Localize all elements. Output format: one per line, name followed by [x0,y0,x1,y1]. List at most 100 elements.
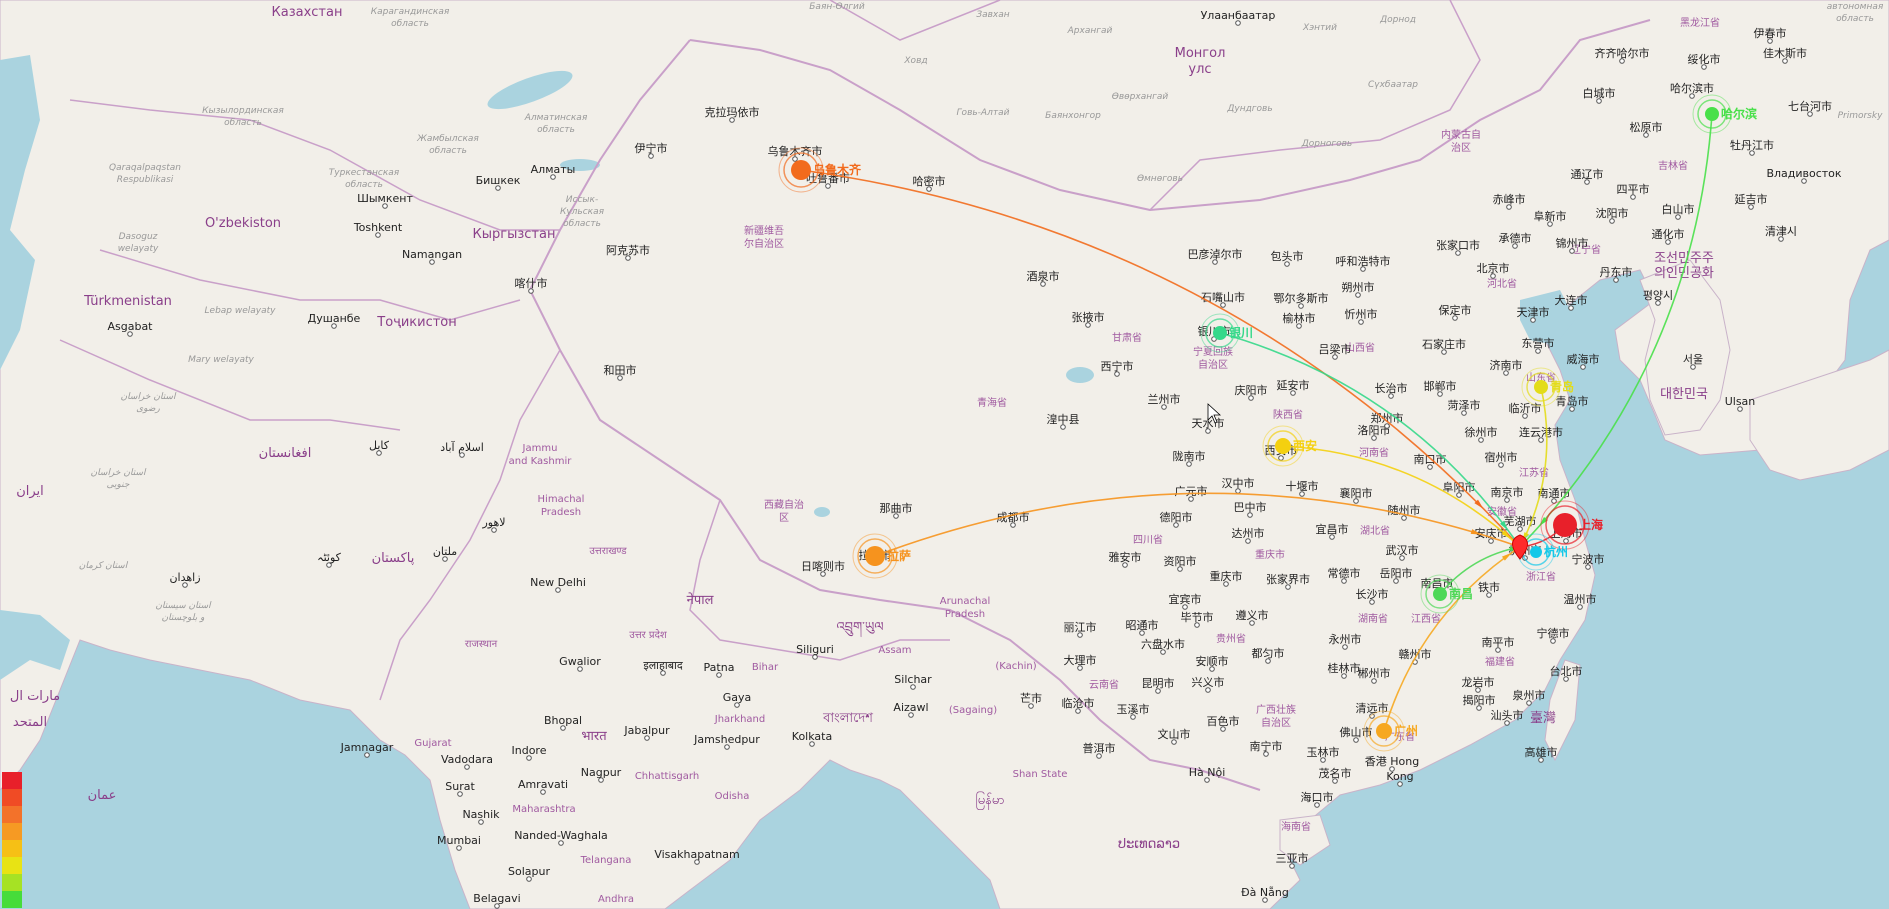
marker-shanghai[interactable]: 上海 [1540,500,1603,550]
city-label: Silchar [894,673,932,686]
city-dot [1782,58,1788,64]
subregion-label: Архангай [1067,26,1113,36]
city-dot [1077,632,1083,638]
city-dot [1155,688,1161,694]
city-label: Đà Nẵng [1241,886,1289,899]
region-label: 甘肃省 [1112,331,1142,344]
marker-dot [1275,438,1291,454]
city-label: 承德市 [1499,231,1532,245]
city-label: 清远市 [1356,701,1389,715]
subregion-label: Жамбылская [416,134,479,144]
route-line [1282,445,1521,548]
city-dot [376,450,382,456]
marker-lhasa[interactable]: 拉萨 [852,533,911,579]
city-label: Asgabat [107,320,153,333]
city-dot [1517,526,1523,532]
city-label: ملتان [433,545,457,558]
city-label: 榆林市 [1283,311,1316,325]
route-line [874,492,1521,557]
city-dot [825,183,831,189]
city-label: Amravati [518,778,568,791]
city-dot [1122,562,1128,568]
marker-dot [1376,723,1392,739]
city-dot [1205,687,1211,693]
marker-ripple [1697,99,1727,129]
city-dot [1096,753,1102,759]
country-label: Тоҷикистон [376,315,457,330]
city-dot [1522,413,1528,419]
city-dot [1075,708,1081,714]
city-label: کابل [369,439,390,452]
city-label: 白山市 [1662,202,1695,216]
marker-label: 拉萨 [887,548,911,563]
region-label: 治区 [1451,141,1471,154]
region-label: Gujarat [414,738,451,749]
city-label: 赣州市 [1399,647,1432,661]
city-dot [617,375,623,381]
city-label: 张家界市 [1266,572,1310,586]
city-label: इलाहाबाद [643,659,683,672]
city-dot [809,741,815,747]
marker-dot [1705,107,1719,121]
persian-gulf [0,610,70,680]
city-label: 呼和浩特市 [1336,254,1391,268]
city-dot [1478,437,1484,443]
city-label: 汉中市 [1222,476,1255,490]
city-dot [1139,630,1145,636]
city-label: 清津시 [1765,225,1797,238]
region-label: (Sagaing) [949,705,997,716]
marker-yinchuan[interactable]: 银川 [1200,313,1253,353]
destination-pin[interactable] [1512,534,1528,560]
city-dot [1504,497,1510,503]
city-label: Gwalior [559,655,601,668]
city-label: Jamnagar [340,741,394,754]
city-dot [1596,98,1602,104]
marker-urumqi[interactable]: 乌鲁木齐 [778,147,862,193]
marker-nanchang[interactable]: 南昌 [1420,574,1473,614]
city-dot [1329,534,1335,540]
city-label: Владивосток [1766,167,1841,180]
city-label: 吕梁市 [1319,342,1352,356]
marker-guangzhou[interactable]: 广州 [1363,710,1418,752]
country-label: Казахстан [272,5,343,20]
marker-xian[interactable]: 西安 [1262,425,1317,467]
city-dot [1456,492,1462,498]
city-label: 保定市 [1439,303,1472,317]
map-pin-icon[interactable] [1512,534,1528,560]
border-mongolia [829,0,1481,211]
city-dot [429,259,435,265]
subregion-label: و بلوچستان [161,613,205,623]
region-label: 广东省 [1385,730,1415,743]
city-dot [1801,178,1807,184]
city-dot [1130,714,1136,720]
city-dot [694,859,700,865]
city-dot [1369,599,1375,605]
region-label: 山东省 [1526,371,1556,384]
city-label: 阿克苏市 [606,243,650,257]
city-dot [1504,720,1510,726]
city-dot [1475,687,1481,693]
marker-harbin[interactable]: 哈尔滨 [1692,94,1757,134]
country-label: پاکستان [372,551,415,566]
city-label: 达州市 [1232,526,1265,540]
region-label: (Kachin) [995,661,1036,672]
region-label: उत्तर प्रदेश [629,629,667,641]
marker-qingdao[interactable]: 青岛 [1521,367,1574,407]
city-dot [555,587,561,593]
city-label: 徐州市 [1465,425,1498,439]
city-label: 佳木斯市 [1763,46,1807,60]
legend-swatch [2,891,22,908]
city-label: Улаанбаатар [1201,9,1276,22]
marker-hangzhou[interactable]: 杭州 [1517,533,1568,571]
city-dot [1341,578,1347,584]
city-dot [625,255,631,261]
city-dot [1461,410,1467,416]
city-label: 永州市 [1329,632,1362,646]
subregion-label: Respublikasi [117,175,174,185]
route-line [1519,386,1548,548]
city-label: Solapur [508,865,550,878]
city-label: 通化市 [1652,227,1685,241]
